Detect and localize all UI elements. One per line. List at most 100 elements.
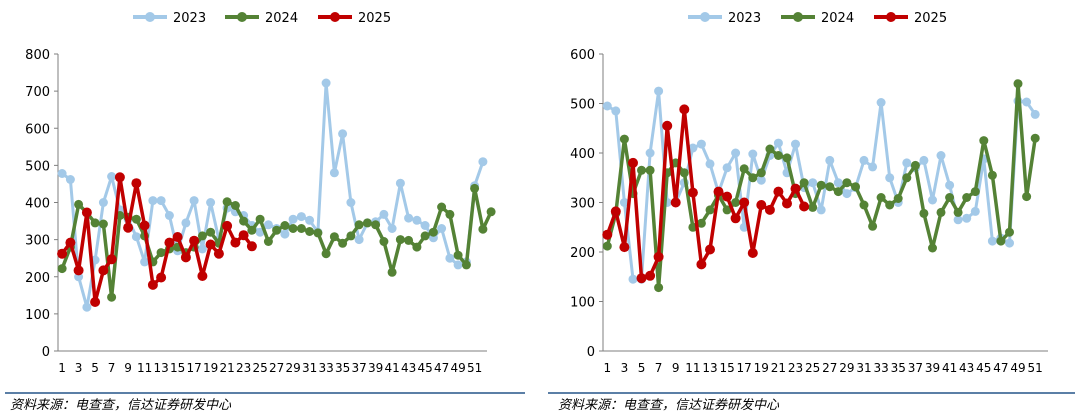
data-point-2023 xyxy=(645,148,655,158)
data-point-2024 xyxy=(412,242,422,252)
x-tick-label: 7 xyxy=(655,361,663,375)
data-point-2024 xyxy=(731,198,741,207)
data-point-2024 xyxy=(74,199,84,209)
data-point-2023 xyxy=(928,195,937,205)
legend-label: 2024 xyxy=(821,11,854,26)
x-tick-label: 5 xyxy=(91,361,99,375)
data-point-2023 xyxy=(263,220,273,230)
data-point-2024 xyxy=(851,182,860,192)
data-point-2023 xyxy=(329,168,339,178)
data-point-2025 xyxy=(679,104,690,115)
legend-label: 2023 xyxy=(173,11,206,26)
data-point-2023 xyxy=(181,218,191,228)
legend-swatch-marker xyxy=(330,12,340,22)
data-point-2024 xyxy=(705,205,715,215)
data-point-2023 xyxy=(354,235,364,245)
data-point-2023 xyxy=(437,224,447,233)
legend-swatch-marker xyxy=(700,12,710,22)
data-point-2023 xyxy=(82,302,92,312)
data-point-2023 xyxy=(791,139,800,149)
data-point-2024 xyxy=(868,221,878,231)
data-point-2024 xyxy=(247,225,257,235)
data-point-2024 xyxy=(696,218,706,228)
data-point-2025 xyxy=(139,220,150,231)
data-point-2024 xyxy=(90,218,100,228)
data-point-2025 xyxy=(114,172,125,183)
data-point-2025 xyxy=(636,273,647,284)
data-point-2024 xyxy=(445,209,455,219)
data-point-2023 xyxy=(197,244,207,254)
data-point-2023 xyxy=(420,221,430,230)
data-point-2024 xyxy=(296,224,306,233)
data-point-2025 xyxy=(230,237,241,248)
data-point-2025 xyxy=(747,248,758,258)
x-tick-label: 49 xyxy=(1010,361,1025,375)
data-point-2024 xyxy=(354,220,364,230)
data-point-2024 xyxy=(953,207,963,217)
data-point-2023 xyxy=(453,260,463,270)
data-point-2024 xyxy=(437,202,447,212)
data-point-2024 xyxy=(346,231,356,241)
data-point-2023 xyxy=(280,229,290,239)
x-tick-label: 47 xyxy=(993,361,1008,375)
data-point-2025 xyxy=(705,244,715,255)
data-point-2024 xyxy=(970,187,980,197)
data-point-2023 xyxy=(478,157,488,167)
data-point-2024 xyxy=(748,173,758,183)
data-point-2024 xyxy=(902,173,912,183)
data-point-2024 xyxy=(645,165,655,175)
data-point-2024 xyxy=(371,220,381,230)
data-point-2024 xyxy=(263,237,273,246)
data-point-2023 xyxy=(140,257,150,267)
data-point-2024 xyxy=(876,193,886,202)
data-point-2024 xyxy=(936,207,946,217)
x-tick-label: 7 xyxy=(108,361,116,375)
data-point-2024 xyxy=(833,187,843,197)
data-point-2024 xyxy=(478,224,488,234)
data-point-2023 xyxy=(816,205,826,215)
data-point-2023 xyxy=(705,159,715,169)
data-point-2025 xyxy=(722,191,733,202)
data-point-2024 xyxy=(404,235,414,245)
data-point-2024 xyxy=(305,227,315,236)
x-tick-label: 35 xyxy=(335,361,350,375)
legend-swatch-marker xyxy=(145,12,155,22)
y-tick-label: 700 xyxy=(25,85,50,100)
series-line-2024 xyxy=(60,186,493,299)
x-tick-label: 15 xyxy=(719,361,734,375)
data-point-2025 xyxy=(106,254,117,265)
data-point-2024 xyxy=(928,243,937,253)
data-point-2023 xyxy=(1022,97,1032,107)
data-point-2025 xyxy=(782,198,792,209)
data-point-2024 xyxy=(1022,192,1032,202)
data-point-2025 xyxy=(213,248,224,259)
y-tick-label: 300 xyxy=(570,197,595,212)
x-tick-label: 39 xyxy=(368,361,383,375)
data-point-2025 xyxy=(65,237,76,248)
y-tick-label: 500 xyxy=(25,159,50,174)
x-tick-label: 27 xyxy=(822,361,837,375)
data-point-2025 xyxy=(713,186,724,197)
data-point-2024 xyxy=(654,283,664,293)
data-point-2024 xyxy=(362,218,372,228)
data-point-2023 xyxy=(962,213,972,223)
data-point-2024 xyxy=(131,214,141,224)
y-tick-label: 600 xyxy=(570,48,595,63)
data-point-2024 xyxy=(1005,227,1014,237)
y-tick-label: 300 xyxy=(25,234,50,249)
data-point-2024 xyxy=(910,160,920,170)
y-tick-label: 0 xyxy=(587,345,595,360)
data-point-2025 xyxy=(764,204,775,215)
data-point-2023 xyxy=(288,214,298,224)
data-point-2025 xyxy=(238,230,249,241)
data-point-2023 xyxy=(987,236,997,246)
x-tick-label: 37 xyxy=(908,361,923,375)
data-point-2024 xyxy=(428,227,438,237)
data-point-2024 xyxy=(842,178,852,188)
data-point-2023 xyxy=(206,198,216,207)
data-point-2025 xyxy=(687,187,698,198)
series-2025 xyxy=(602,104,810,284)
data-point-2024 xyxy=(1013,79,1023,89)
data-point-2025 xyxy=(246,241,257,252)
